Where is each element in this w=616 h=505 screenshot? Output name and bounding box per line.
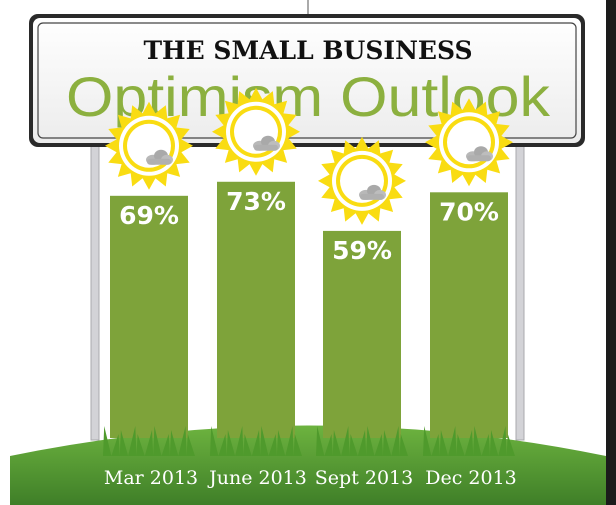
grass-group xyxy=(103,426,515,456)
bar xyxy=(323,230,401,438)
left-post xyxy=(90,139,100,441)
category-labels-group: Mar 2013 June 2013 Sept 2013 Dec 2013 xyxy=(104,467,517,489)
category-label: Mar 2013 xyxy=(104,467,198,489)
value-label: 73% xyxy=(226,187,286,216)
right-edge xyxy=(606,0,616,505)
grass-tuft xyxy=(210,426,302,456)
bars-group xyxy=(110,181,508,438)
title-line-1: THE SMALL BUSINESS xyxy=(143,36,472,65)
grass-tuft xyxy=(423,426,515,456)
ground-hill xyxy=(10,425,606,505)
category-label: Sept 2013 xyxy=(315,467,413,489)
value-label: 69% xyxy=(119,201,179,230)
value-labels-group: 69% 73% 59% 70% xyxy=(119,187,499,265)
cloud-icon xyxy=(253,135,280,151)
value-label: 59% xyxy=(332,236,392,265)
suns-group xyxy=(105,87,513,225)
cloud-icon xyxy=(359,184,386,200)
bar xyxy=(217,181,295,438)
category-label: June 2013 xyxy=(207,467,307,489)
sun-with-cloud-icon xyxy=(212,87,300,176)
cloud-icon xyxy=(466,146,493,162)
right-post xyxy=(515,139,525,441)
bar xyxy=(430,192,508,438)
bar xyxy=(110,195,188,438)
sun-with-cloud-icon xyxy=(425,98,513,187)
sun-with-cloud-icon xyxy=(318,136,406,225)
value-label: 70% xyxy=(439,197,499,226)
grass-tuft xyxy=(103,426,195,456)
cloud-icon xyxy=(146,149,173,165)
sun-with-cloud-icon xyxy=(105,101,193,190)
grass-tuft xyxy=(316,426,408,456)
category-label: Dec 2013 xyxy=(425,467,517,489)
